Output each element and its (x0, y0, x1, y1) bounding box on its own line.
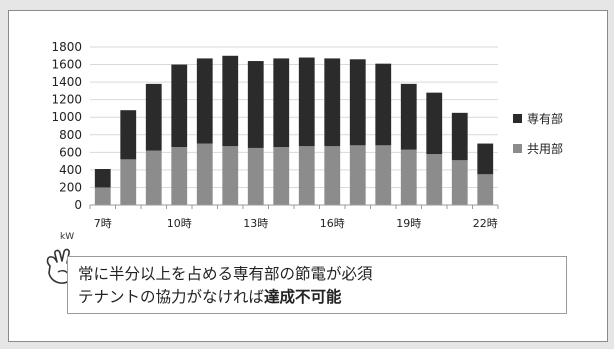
x-tick-label: 10時 (167, 217, 192, 230)
bar-private-10 (349, 59, 366, 146)
unit-label: kW (60, 232, 75, 242)
bar-common-10 (349, 145, 366, 205)
bar-common-5 (222, 146, 239, 205)
bar-common-3 (171, 147, 188, 205)
bar-common-9 (324, 146, 341, 205)
bar-common-15 (477, 174, 494, 205)
callout-box: 常に半分以上を占める専有部の節電が必須 テナントの協力がなければ達成不可能 (67, 256, 567, 314)
bar-private-15 (477, 143, 494, 175)
y-tick-label: 600 (59, 145, 82, 159)
x-axis-ticks: 7時 10時 13時 16時 19時 22時 (89, 205, 499, 230)
callout-line-1: 常に半分以上を占める専有部の節電が必須 (78, 265, 373, 283)
callout-line-2-normal: テナントの協力がなければ (78, 288, 265, 306)
legend-swatch (513, 114, 522, 123)
bar-private-11 (375, 63, 392, 146)
y-tick-label: 1800 (51, 40, 82, 54)
y-tick-label: 1200 (51, 93, 82, 107)
legend-label: 専有部 (527, 111, 563, 126)
bar-private-3 (171, 64, 188, 148)
bar-common-14 (451, 160, 468, 205)
bars (94, 55, 494, 205)
callout-line-2: テナントの協力がなければ達成不可能 (78, 286, 566, 309)
y-tick-label: 400 (59, 163, 82, 177)
x-tick-label: 16時 (320, 217, 345, 230)
bar-private-2 (145, 83, 162, 151)
x-tick-label: 19時 (396, 217, 421, 230)
bar-common-11 (375, 145, 392, 205)
bar-private-1 (120, 110, 137, 160)
bar-private-9 (324, 58, 341, 147)
y-tick-label: 200 (59, 180, 82, 194)
bar-common-7 (273, 147, 290, 205)
callout-line-2-strong: 達成不可能 (264, 288, 342, 306)
legend-label: 共用部 (527, 141, 563, 156)
bar-private-4 (196, 58, 213, 144)
legend-swatch (513, 144, 522, 153)
bar-private-0 (94, 169, 111, 188)
y-tick-label: 1000 (51, 110, 82, 124)
bar-common-13 (426, 154, 443, 205)
bar-private-7 (273, 58, 290, 148)
bar-private-13 (426, 92, 443, 155)
x-tick-label: 22時 (473, 217, 498, 230)
bar-common-2 (145, 150, 162, 205)
bar-common-4 (196, 143, 213, 205)
x-tick-label: 13時 (243, 217, 268, 230)
bar-private-8 (298, 57, 315, 147)
bar-common-1 (120, 159, 137, 205)
bar-private-5 (222, 55, 239, 147)
bar-common-12 (400, 149, 417, 205)
y-tick-label: 1600 (51, 58, 82, 72)
stacked-bar-chart: 0 200 400 600 800 1000 1200 1400 1600 1800 7時 10時 1… (51, 40, 563, 230)
bar-common-8 (298, 146, 315, 205)
bar-private-6 (247, 61, 264, 148)
x-tick-label: 7時 (94, 217, 112, 230)
bar-private-14 (451, 112, 468, 161)
y-tick-label: 1400 (51, 75, 82, 89)
bar-common-0 (94, 187, 111, 205)
bar-common-6 (247, 147, 264, 205)
bar-private-12 (400, 83, 417, 150)
y-tick-label: 800 (59, 128, 82, 142)
y-axis-ticks: 0 200 400 600 800 1000 1200 1400 1600 1800 (51, 40, 82, 212)
y-tick-label: 0 (74, 198, 82, 212)
